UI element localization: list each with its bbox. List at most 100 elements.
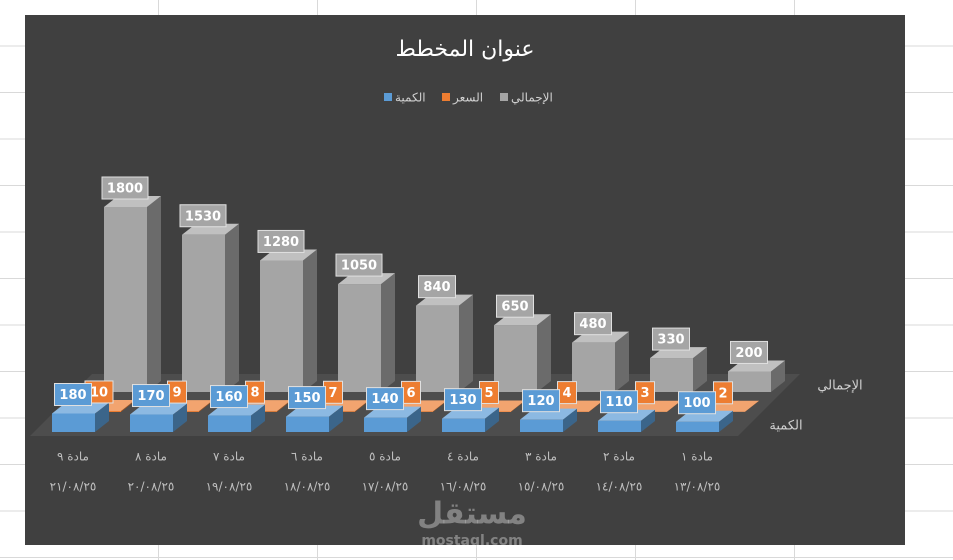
x-tick-label: مادة ٥ (369, 450, 401, 464)
watermark: مستقل (417, 497, 527, 532)
bar-side (303, 249, 317, 392)
x-tick-sublabel: ١٤/٠٨/٢٥ (596, 480, 643, 494)
value-label: 180 (59, 388, 86, 403)
value-label-box (600, 390, 638, 414)
value-label: 6 (406, 386, 415, 401)
value-label: 1800 (107, 182, 143, 197)
x-tick-label: مادة ٦ (291, 450, 323, 464)
value-label: 160 (215, 390, 242, 405)
value-label-box (210, 385, 248, 409)
bar (494, 314, 551, 392)
x-tick-label: مادة ٧ (213, 450, 245, 464)
value-label: 1280 (263, 235, 299, 250)
value-label: 8 (250, 386, 259, 401)
value-label-box (678, 391, 716, 415)
value-label: 9 (172, 386, 181, 401)
bar-front (260, 260, 303, 392)
value-label: 4 (562, 386, 571, 401)
bar-front (728, 371, 771, 392)
x-tick-sublabel: ١٩/٠٨/٢٥ (206, 480, 253, 494)
bar-front (182, 234, 225, 392)
value-label-box (335, 253, 383, 277)
bar-side (511, 400, 525, 412)
bar (208, 404, 265, 432)
value-label: 5 (484, 386, 493, 401)
value-label: 100 (683, 396, 710, 411)
value-label: 7 (328, 386, 337, 401)
bar (416, 294, 473, 392)
bar-side (277, 400, 291, 412)
x-tick-label: مادة ٤ (447, 450, 479, 464)
bar-side (329, 405, 343, 432)
x-tick-sublabel: ٢١/٠٨/٢٥ (50, 480, 97, 494)
value-label: 140 (371, 392, 398, 407)
bar-side (355, 400, 369, 412)
bar-side (589, 400, 603, 412)
bar-side (667, 400, 681, 412)
bar-side (745, 400, 759, 412)
bar (572, 331, 629, 392)
x-tick-label: مادة ١ (681, 450, 713, 464)
legend-label: السعر (452, 91, 483, 106)
bar-side (563, 408, 577, 432)
bar-side (225, 223, 239, 392)
bar (182, 223, 239, 392)
bar-side (615, 331, 629, 392)
bar-side (251, 404, 265, 432)
value-label: 110 (605, 395, 632, 410)
bar (104, 196, 161, 392)
value-label: 170 (137, 389, 164, 404)
bar-side (147, 196, 161, 392)
value-label-box (522, 389, 560, 413)
x-tick-label: مادة ٨ (135, 450, 167, 464)
value-label-box (730, 340, 768, 364)
bar-front (208, 415, 251, 432)
value-label: 480 (579, 317, 606, 332)
chart-title: عنوان المخطط (395, 37, 534, 62)
bar-front (442, 418, 485, 432)
bar (52, 402, 109, 432)
bar-front (416, 305, 459, 392)
legend-swatch (384, 93, 392, 101)
value-label-box (574, 312, 612, 336)
value-label-box (257, 229, 305, 253)
bar-front (338, 284, 381, 392)
bar-front (286, 416, 329, 432)
watermark: mostaql.com (421, 533, 522, 549)
value-label: 1530 (185, 209, 221, 224)
value-label-box (366, 387, 404, 411)
bar-side (407, 406, 421, 432)
value-label-box (179, 204, 227, 228)
bar-front (650, 358, 693, 392)
legend-swatch (442, 93, 450, 101)
bar-side (719, 410, 733, 432)
depth-label: الكمية (769, 419, 802, 434)
legend-swatch (500, 93, 508, 101)
chart-area (25, 15, 905, 545)
x-tick-sublabel: ١٦/٠٨/٢٥ (440, 480, 487, 494)
bar-side (433, 400, 447, 412)
bar-side (199, 400, 213, 412)
x-tick-sublabel: ١٥/٠٨/٢٥ (518, 480, 565, 494)
depth-label: الإجمالي (817, 379, 862, 394)
value-label: 330 (657, 333, 684, 348)
bar (260, 249, 317, 392)
x-tick-sublabel: ١٣/٠٨/٢٥ (674, 480, 721, 494)
bar-side (173, 403, 187, 432)
bar-front (104, 207, 147, 392)
bar-side (121, 399, 135, 412)
bar-side (693, 347, 707, 392)
bar-front (130, 414, 173, 432)
bar (728, 360, 785, 392)
bar-front (572, 342, 615, 392)
value-label: 2 (718, 386, 727, 401)
value-label-box (132, 384, 170, 408)
value-label-box (418, 275, 456, 299)
value-label: 3 (640, 386, 649, 401)
x-tick-label: مادة ٢ (603, 450, 635, 464)
bar-front (520, 419, 563, 432)
value-label-box (444, 388, 482, 412)
x-tick-sublabel: ١٧/٠٨/٢٥ (362, 480, 409, 494)
